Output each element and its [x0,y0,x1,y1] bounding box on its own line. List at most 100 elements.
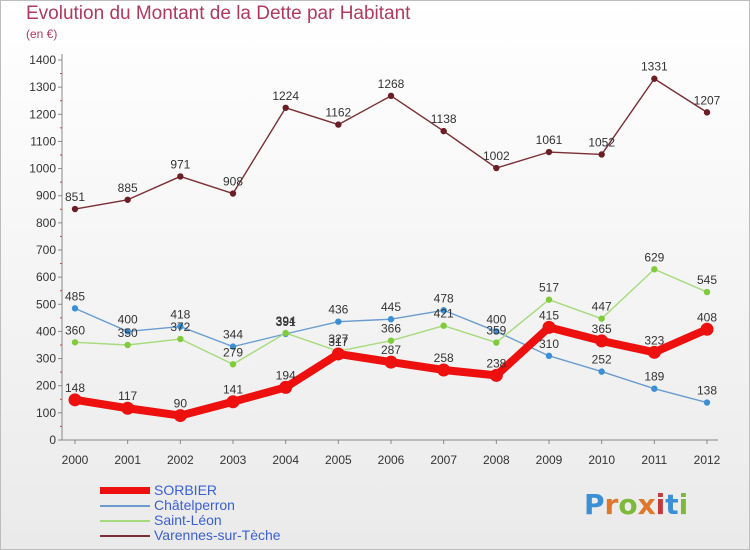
data-label: 279 [223,345,243,359]
data-point [651,266,658,273]
data-point [545,148,553,156]
data-label: 400 [486,312,506,326]
x-tick-label: 2001 [114,453,141,467]
data-point [387,337,395,344]
data-label: 359 [486,324,506,338]
data-label: 138 [697,384,717,398]
data-label: 194 [276,368,296,382]
data-point [226,395,240,409]
data-label: 365 [592,322,612,336]
data-point [335,121,342,128]
x-tick-label: 2009 [536,453,563,467]
legend-item: Varennes-sur-Tèche [100,528,400,543]
data-point [493,164,500,172]
y-tick-label: 800 [36,216,56,230]
data-point [437,363,451,377]
data-point [282,104,289,111]
data-label: 436 [328,303,348,317]
data-point [703,399,711,406]
data-point [703,109,711,116]
data-label: 310 [539,337,559,351]
data-label: 400 [118,312,138,326]
data-label: 252 [592,353,612,367]
data-label: 1162 [325,106,351,120]
x-tick-label: 2008 [483,453,510,467]
data-label: 418 [170,308,190,322]
data-label: 517 [539,281,559,295]
x-tick-label: 2005 [325,453,352,467]
data-point [700,322,714,336]
data-point [440,322,447,329]
logo-letter: x [637,488,656,521]
data-point [121,401,135,415]
x-tick-label: 2010 [588,453,615,467]
data-label: 421 [434,307,454,321]
data-point [703,288,711,296]
data-label: 327 [328,332,348,346]
data-point [229,343,237,350]
y-tick-label: 1000 [29,162,56,176]
data-point [384,355,398,369]
data-point [493,328,500,335]
legend-swatch [100,505,150,507]
data-point [124,196,131,203]
data-point [177,173,184,180]
data-point [173,409,187,423]
x-tick-label: 2002 [167,453,194,467]
data-point [335,318,342,325]
data-label: 1138 [431,112,457,126]
legend-label: SORBIER [154,482,218,498]
x-tick-label: 2011 [641,453,667,467]
data-point [71,339,79,346]
legend-item: SORBIER [100,483,400,498]
data-label: 323 [644,333,664,347]
data-label: 1331 [641,60,668,74]
chart-legend: SORBIER Châtelperron Saint-Léon Varennes-su… [100,483,400,543]
data-point [331,347,345,361]
x-tick-label: 2004 [272,453,299,467]
data-point [177,335,184,343]
data-label: 258 [434,351,454,365]
x-tick-label: 2000 [62,453,89,467]
data-point [71,305,79,312]
data-label: 485 [65,289,85,303]
data-point [598,315,605,322]
data-label: 1207 [694,93,721,107]
data-point [542,320,556,334]
data-point [489,368,503,382]
data-label: 360 [65,323,85,337]
data-label: 447 [592,300,612,314]
data-label: 545 [697,273,717,287]
data-point [68,393,82,407]
data-point [651,385,658,392]
data-label: 344 [223,328,243,342]
data-label: 1224 [272,89,299,103]
data-point [440,127,447,135]
x-tick-label: 2012 [694,453,721,467]
data-label: 366 [381,322,401,336]
data-label: 1002 [483,149,510,163]
data-point [440,307,447,314]
data-label: 189 [644,370,664,384]
data-label: 141 [223,383,243,397]
logo-letter: o [618,488,638,521]
y-tick-label: 400 [36,324,56,338]
legend-item: Saint-Léon [100,513,400,528]
logo-letter: i [655,488,666,521]
data-label: 90 [174,397,188,411]
data-label: 1268 [378,77,405,91]
data-label: 317 [328,335,348,349]
data-label: 885 [118,181,138,195]
data-point [279,380,293,394]
y-tick-label: 600 [36,270,56,284]
data-point [229,361,237,368]
data-point [71,205,79,213]
data-label: 908 [223,175,243,189]
data-label: 971 [170,157,190,171]
data-point [124,328,131,335]
legend-label: Varennes-sur-Tèche [154,527,281,543]
data-label: 1061 [536,133,563,147]
data-label: 1052 [588,135,615,149]
y-tick-label: 1400 [29,53,56,67]
